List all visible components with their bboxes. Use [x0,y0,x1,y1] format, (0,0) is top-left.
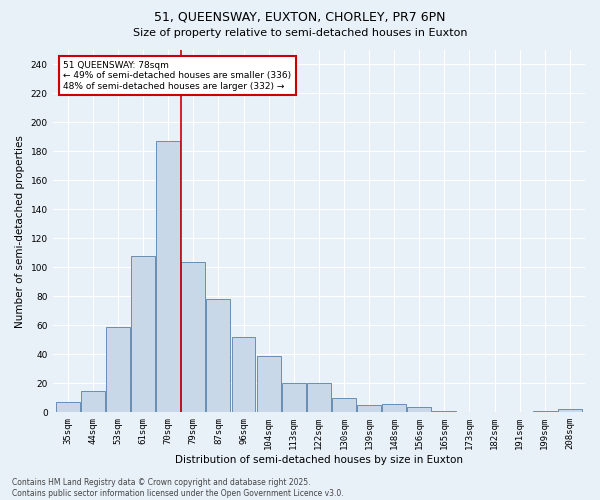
Bar [307,384,331,412]
Y-axis label: Number of semi-detached properties: Number of semi-detached properties [15,134,25,328]
Bar [81,390,105,412]
Bar [131,256,155,412]
Bar [156,142,180,412]
Bar [357,405,381,412]
Bar [206,300,230,412]
Bar [558,410,582,412]
Bar [181,262,205,412]
Text: Contains HM Land Registry data © Crown copyright and database right 2025.
Contai: Contains HM Land Registry data © Crown c… [12,478,344,498]
Bar [282,384,305,412]
Bar [332,398,356,412]
Text: 51 QUEENSWAY: 78sqm
← 49% of semi-detached houses are smaller (336)
48% of semi-: 51 QUEENSWAY: 78sqm ← 49% of semi-detach… [64,61,292,90]
Bar [56,402,80,412]
Bar [433,411,457,412]
Text: Size of property relative to semi-detached houses in Euxton: Size of property relative to semi-detach… [133,28,467,38]
Bar [232,337,256,412]
Bar [382,404,406,412]
Bar [533,411,557,412]
Text: 51, QUEENSWAY, EUXTON, CHORLEY, PR7 6PN: 51, QUEENSWAY, EUXTON, CHORLEY, PR7 6PN [154,10,446,23]
Bar [106,327,130,412]
Bar [257,356,281,412]
Bar [407,406,431,412]
X-axis label: Distribution of semi-detached houses by size in Euxton: Distribution of semi-detached houses by … [175,455,463,465]
